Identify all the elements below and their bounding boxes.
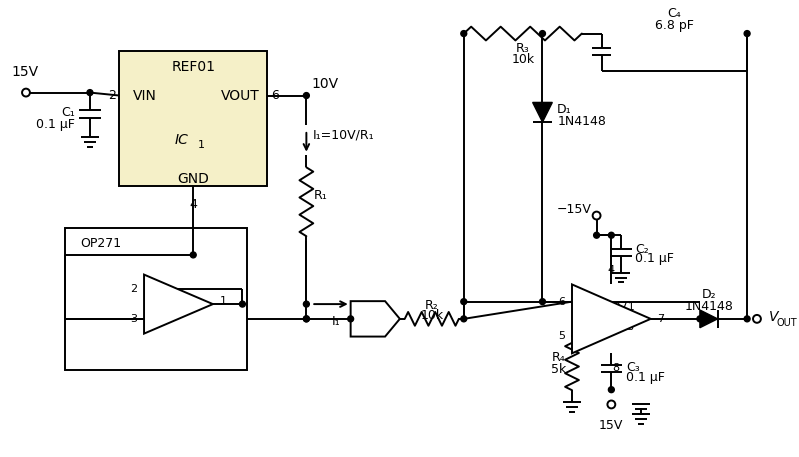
Text: 2B: 2B	[621, 322, 634, 332]
Polygon shape	[351, 301, 400, 336]
Text: IC: IC	[170, 292, 183, 305]
Text: I₁=10V/R₁: I₁=10V/R₁	[312, 128, 374, 141]
Text: C₄: C₄	[667, 7, 682, 20]
Text: IC: IC	[602, 314, 614, 327]
Circle shape	[304, 301, 309, 307]
Circle shape	[753, 315, 761, 323]
Circle shape	[697, 316, 703, 322]
Circle shape	[348, 316, 354, 322]
Text: 2: 2	[130, 284, 137, 294]
Text: 0.1 μF: 0.1 μF	[626, 372, 665, 384]
Polygon shape	[533, 102, 552, 122]
Text: 15V: 15V	[11, 65, 38, 79]
Text: D₁: D₁	[557, 103, 572, 116]
Text: OP271: OP271	[80, 237, 121, 250]
Text: 1N4148: 1N4148	[557, 115, 606, 128]
Text: 15V: 15V	[599, 419, 623, 432]
Text: 1N4148: 1N4148	[684, 300, 733, 313]
Text: C₂: C₂	[635, 243, 649, 255]
Text: 10k: 10k	[511, 53, 535, 66]
Polygon shape	[700, 310, 718, 328]
Text: C₃: C₃	[626, 361, 640, 373]
Text: 4: 4	[189, 198, 197, 211]
Text: D₂: D₂	[702, 288, 716, 301]
Text: VOUT: VOUT	[221, 89, 259, 102]
Text: GND: GND	[177, 172, 209, 186]
Text: 5k: 5k	[551, 362, 566, 376]
Text: 4: 4	[608, 265, 615, 275]
Text: OP271: OP271	[598, 302, 634, 312]
Text: −: −	[577, 295, 590, 313]
Text: −: −	[149, 282, 163, 300]
Bar	[66, 228, 248, 370]
Polygon shape	[572, 284, 650, 353]
Circle shape	[304, 93, 309, 99]
Text: 6: 6	[271, 89, 279, 102]
Circle shape	[608, 232, 614, 238]
Text: VIN: VIN	[133, 89, 157, 102]
Circle shape	[744, 31, 750, 37]
Text: 3: 3	[130, 314, 137, 324]
Circle shape	[304, 316, 309, 322]
Text: R₁: R₁	[313, 189, 327, 202]
Text: R₄: R₄	[551, 351, 565, 364]
Text: 1: 1	[220, 296, 227, 306]
Circle shape	[461, 316, 467, 322]
Text: 6: 6	[559, 297, 565, 307]
Text: +: +	[577, 325, 590, 343]
Circle shape	[304, 316, 309, 322]
Circle shape	[461, 31, 467, 37]
Text: 7: 7	[658, 314, 665, 324]
Text: 5: 5	[559, 331, 565, 341]
Text: V: V	[371, 310, 380, 324]
Text: −15V: −15V	[557, 203, 592, 216]
Circle shape	[607, 400, 615, 409]
Text: 6.8 pF: 6.8 pF	[655, 19, 694, 32]
Text: C₁: C₁	[62, 106, 75, 119]
Text: +: +	[149, 308, 163, 326]
Text: 8: 8	[613, 363, 620, 373]
Circle shape	[744, 316, 750, 322]
Text: IN: IN	[380, 318, 390, 328]
Text: IC: IC	[174, 133, 189, 147]
Circle shape	[190, 252, 197, 258]
Text: 10k: 10k	[420, 309, 443, 322]
Text: 10V: 10V	[312, 77, 339, 90]
Text: 2: 2	[108, 89, 116, 102]
Text: R₂: R₂	[425, 298, 439, 312]
Circle shape	[593, 212, 601, 219]
Circle shape	[87, 90, 93, 96]
Text: 1: 1	[198, 140, 205, 150]
Text: OUT: OUT	[777, 318, 797, 328]
Circle shape	[461, 299, 467, 305]
Circle shape	[539, 299, 546, 305]
Circle shape	[608, 387, 614, 393]
Bar	[119, 51, 267, 186]
Text: 2A: 2A	[189, 299, 201, 309]
Text: V: V	[769, 310, 778, 324]
Text: REF01: REF01	[171, 60, 215, 74]
Text: R₃: R₃	[516, 42, 530, 55]
Circle shape	[539, 31, 546, 37]
Circle shape	[594, 232, 599, 238]
Text: 0.1 μF: 0.1 μF	[36, 117, 75, 131]
Text: I₁: I₁	[332, 315, 340, 328]
Polygon shape	[144, 275, 213, 334]
Circle shape	[22, 89, 30, 96]
Circle shape	[240, 301, 245, 307]
Text: 0.1 μF: 0.1 μF	[635, 252, 674, 266]
